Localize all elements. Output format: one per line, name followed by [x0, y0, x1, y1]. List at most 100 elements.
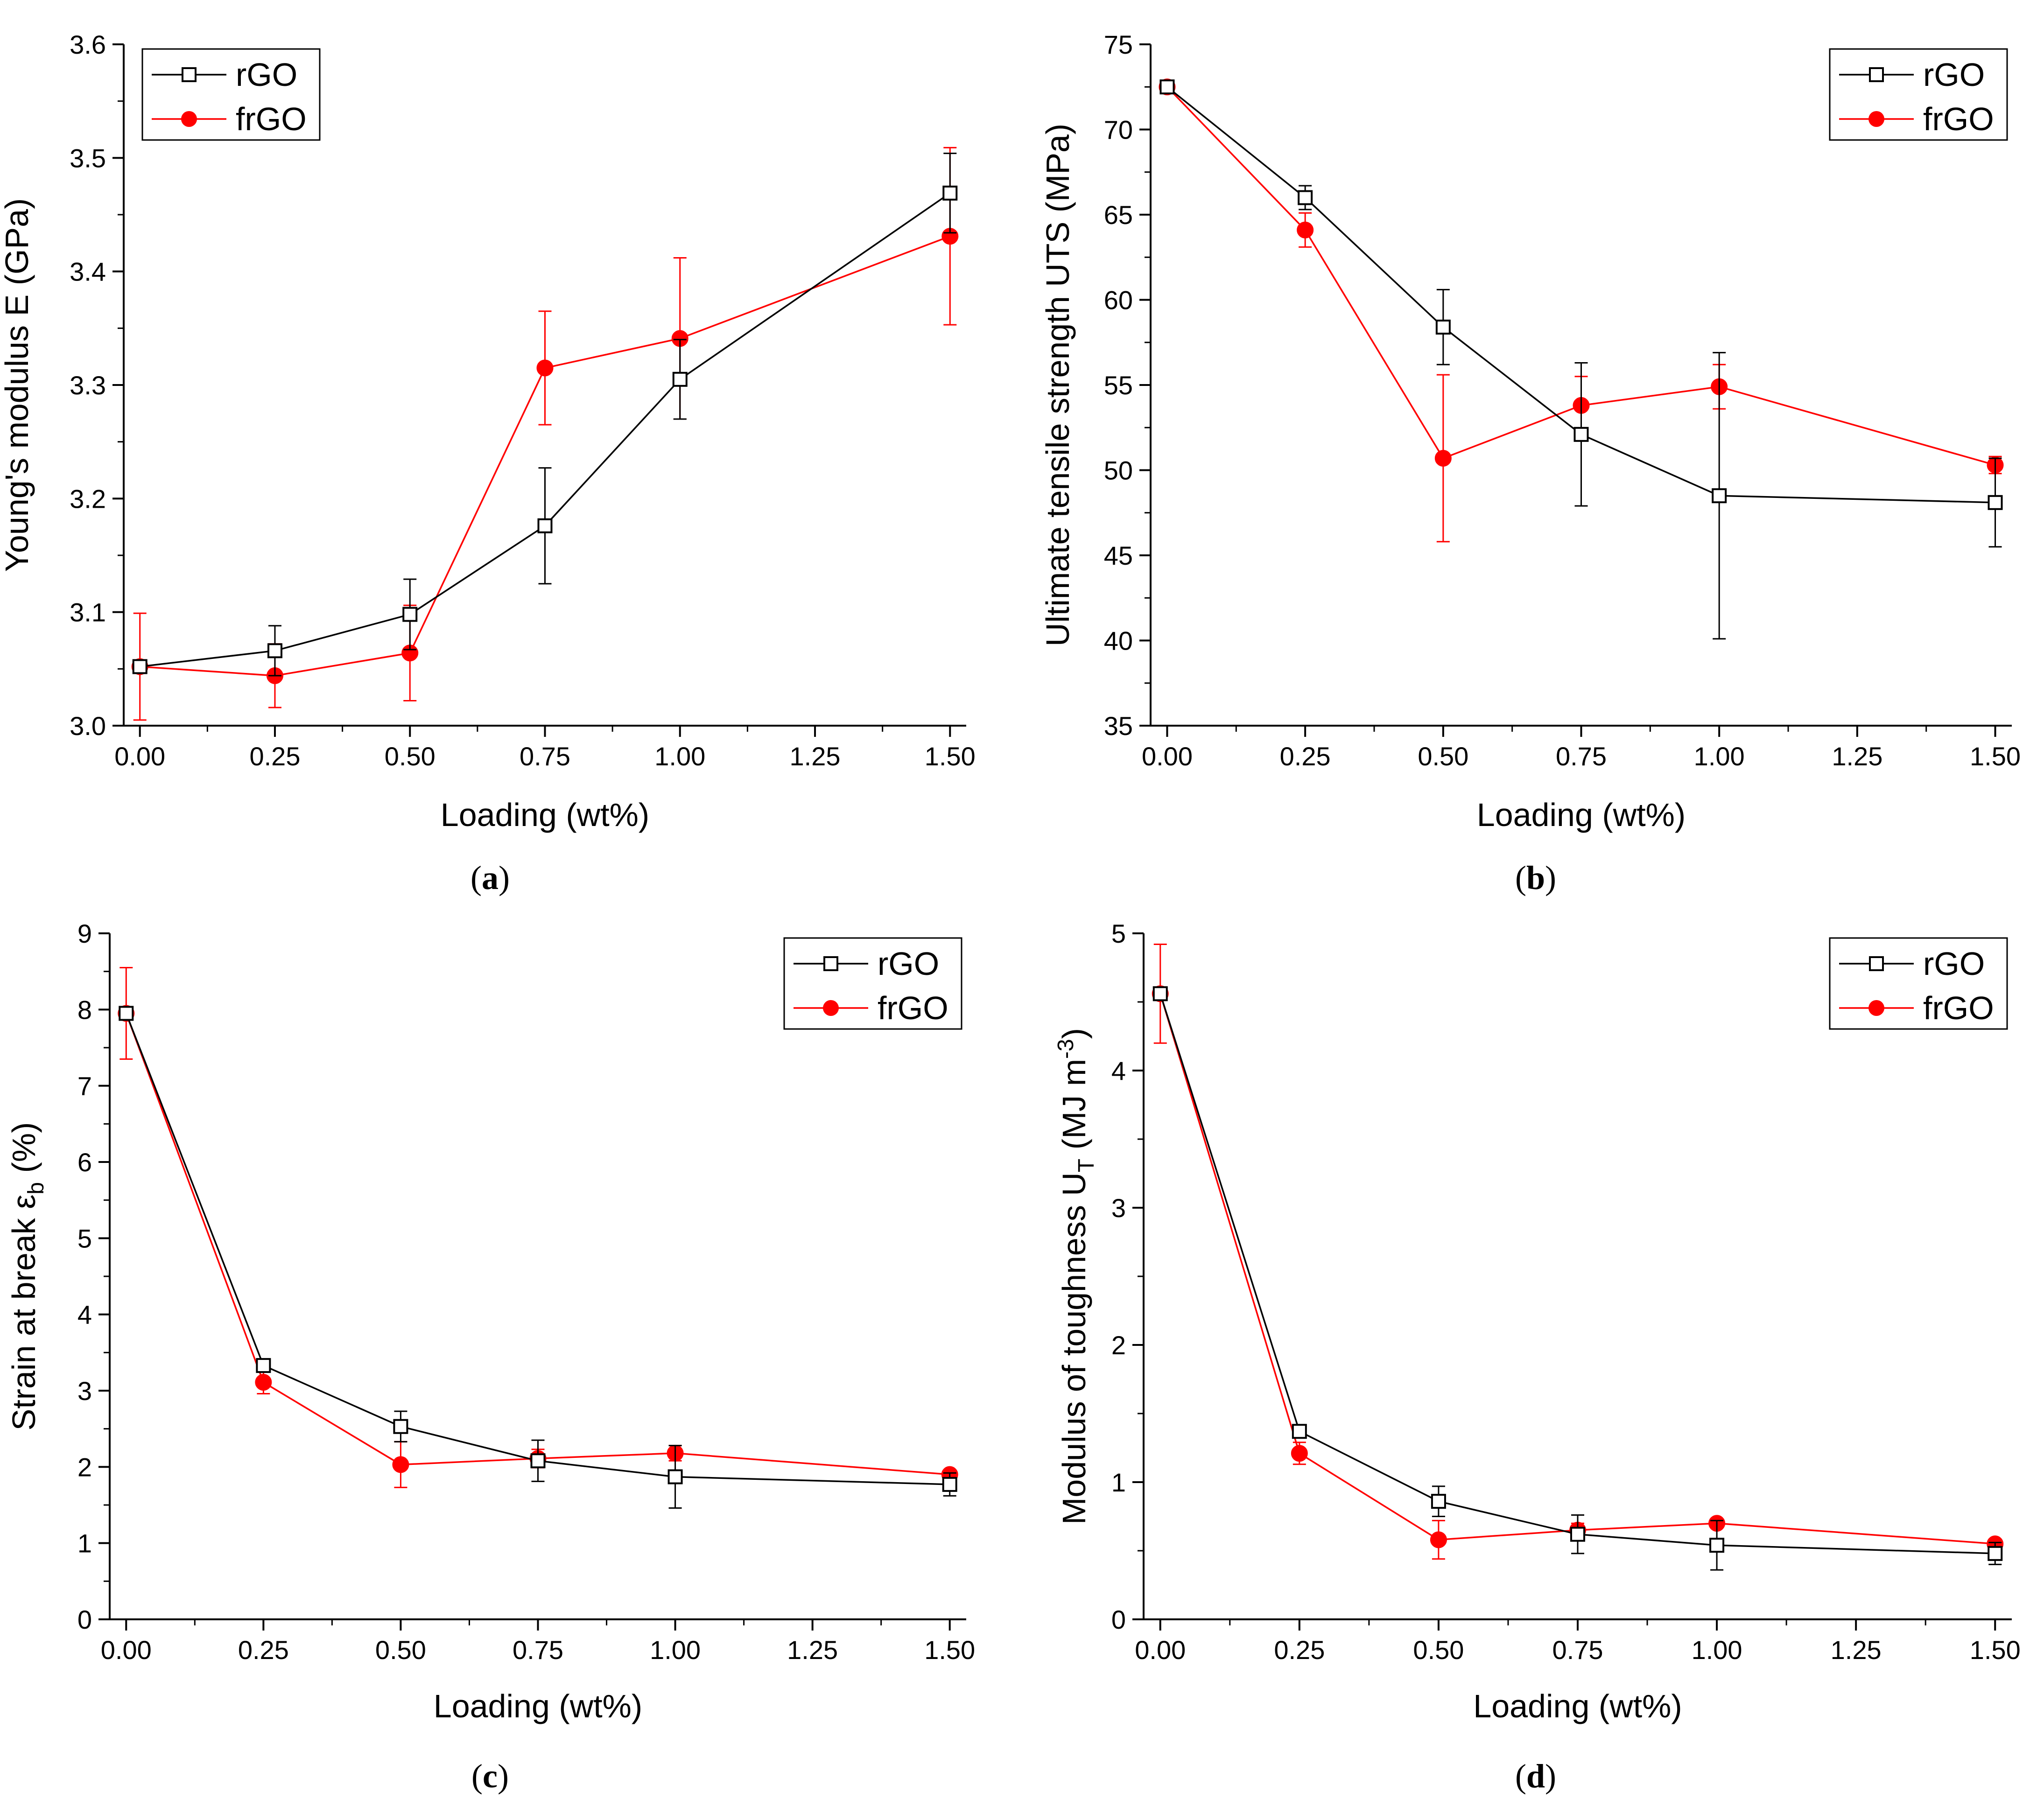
y-axis-title-unit: (%): [6, 1122, 42, 1182]
series-line: [1166, 86, 1995, 466]
y-tick-label: 75: [1104, 30, 1133, 59]
series-line: [140, 192, 951, 668]
y-axis-title-unit: (MJ m: [1056, 1059, 1092, 1159]
x-tick-label: 0.00: [1142, 742, 1193, 771]
y-tick-label: 6: [77, 1148, 92, 1177]
chart-panel-a: 0.00 0.25 0.50 0.75 1.00 1.25 1.50 3.0 3.1 3.2 3.3…: [0, 30, 976, 896]
series-rGO: [1159, 79, 2003, 640]
data-point: [667, 1469, 683, 1484]
x-tick-label: 0.25: [249, 742, 300, 771]
legend-box: [1829, 48, 2008, 141]
y-axis-title: Ultimate tensile strength UTS (MPa): [1040, 124, 1076, 646]
x-tick-label: 0.75: [1552, 1635, 1603, 1665]
data-point: [1570, 1526, 1585, 1542]
panel-caption: (b): [1515, 859, 1556, 896]
y-tick-label: 3.5: [70, 143, 106, 173]
x-tick-label: 1.25: [787, 1635, 838, 1665]
y-tick-label: 60: [1104, 286, 1133, 315]
panel-caption: (a): [471, 859, 510, 896]
x-tick-label: 1.25: [1831, 1635, 1882, 1665]
y-axis-title-main: Strain at break ε: [6, 1195, 42, 1431]
data-point: [132, 659, 148, 674]
y-tick-label: 3: [1111, 1193, 1126, 1223]
x-tick-label: 0.25: [238, 1635, 289, 1665]
y-tick-label: 3.4: [70, 257, 106, 287]
y-tick-label: 3.3: [70, 371, 106, 400]
x-tick-label: 1.00: [650, 1635, 701, 1665]
series-line: [1166, 86, 1995, 504]
data-point: [1435, 319, 1451, 335]
y-tick-label: 2: [1111, 1330, 1126, 1360]
y-tick-label: 50: [1104, 456, 1133, 485]
x-tick-label: 1.00: [1694, 742, 1745, 771]
chart-panel-b: 0.00 0.25 0.50 0.75 1.00 1.25 1.50 35 40 45 50 55 60…: [1040, 30, 2021, 896]
data-point: [942, 1477, 957, 1492]
x-tick-label: 1.50: [1970, 742, 2021, 771]
y-axis-title: Modulus of toughness UT (MJ m-3): [1054, 1028, 1099, 1525]
legend-label: frGO: [236, 101, 307, 137]
legend-label: frGO: [1923, 990, 1994, 1026]
y-tick-label: 0: [1111, 1605, 1126, 1634]
data-point: [1988, 1546, 2003, 1561]
legend-marker: [1869, 67, 1884, 82]
y-axis-title-end: ): [1056, 1028, 1092, 1039]
y-axis-title-sup: -3: [1054, 1039, 1078, 1059]
series-line: [125, 1013, 950, 1485]
series-frGO: [131, 147, 959, 721]
x-tick-label: 0.50: [375, 1635, 426, 1665]
x-tick-label: 0.00: [101, 1635, 152, 1665]
data-point: [1159, 79, 1175, 95]
x-tick-label: 1.50: [925, 742, 976, 771]
caption-paren: ): [498, 1757, 509, 1795]
x-tick-label: 0.50: [1413, 1635, 1464, 1665]
data-point: [942, 185, 958, 201]
y-axis-title-main: Young's modulus E (GPa): [0, 198, 35, 572]
caption-letter: a: [482, 859, 499, 896]
x-tick-label: 0.75: [1556, 742, 1607, 771]
legend-marker: [823, 1000, 839, 1016]
chart-panel-c: 0.00 0.25 0.50 0.75 1.00 1.25 1.50 0 1 2 3 4 5 6 7 8 9 Lo…: [6, 919, 975, 1795]
y-tick-label: 7: [77, 1071, 92, 1101]
y-tick-label: 8: [77, 995, 92, 1024]
caption-paren: ): [499, 859, 510, 896]
legend-label: frGO: [878, 990, 948, 1026]
y-tick-label: 3: [77, 1376, 92, 1406]
x-tick-label: 1.50: [924, 1635, 975, 1665]
x-tick-label: 1.00: [1692, 1635, 1742, 1665]
series-rGO: [1152, 986, 2003, 1571]
data-point: [672, 371, 688, 387]
panel-caption: (c): [471, 1757, 509, 1795]
caption-paren: (: [1515, 1757, 1526, 1795]
y-tick-label: 4: [77, 1300, 92, 1330]
legend: rGO frGO: [141, 48, 321, 141]
x-tick-label: 0.75: [513, 1635, 563, 1665]
x-axis-title: Loading (wt%): [441, 797, 649, 833]
y-tick-label: 65: [1104, 200, 1133, 230]
caption-paren: (: [471, 1757, 483, 1795]
data-point: [536, 359, 554, 377]
y-tick-label: 1: [77, 1529, 92, 1558]
y-axis-title-sub: b: [24, 1182, 49, 1195]
legend-marker: [1868, 111, 1884, 127]
series-frGO: [118, 967, 958, 1488]
y-axis-title-main: Ultimate tensile strength UTS (MPa): [1040, 124, 1076, 646]
series-line: [1159, 993, 1995, 1554]
y-tick-label: 70: [1104, 115, 1133, 145]
y-tick-label: 3.2: [70, 484, 106, 513]
y-tick-label: 4: [1111, 1056, 1126, 1085]
legend-label: frGO: [1923, 101, 1994, 137]
data-point: [1712, 488, 1727, 504]
legend-marker: [182, 67, 197, 82]
x-tick-label: 1.50: [1970, 1635, 2021, 1665]
series-rGO: [132, 153, 958, 677]
y-tick-label: 45: [1104, 541, 1133, 570]
chart-panel-d: 0.00 0.25 0.50 0.75 1.00 1.25 1.50 0 1 2 3 4 5 Loadin…: [1054, 919, 2021, 1795]
data-point: [255, 1374, 272, 1391]
data-point: [1988, 495, 2003, 510]
data-point: [267, 643, 282, 658]
data-point: [402, 607, 418, 622]
caption-paren: ): [1545, 1757, 1556, 1795]
data-point: [1709, 1538, 1725, 1553]
caption-paren: ): [1545, 859, 1556, 896]
data-point: [537, 518, 553, 533]
